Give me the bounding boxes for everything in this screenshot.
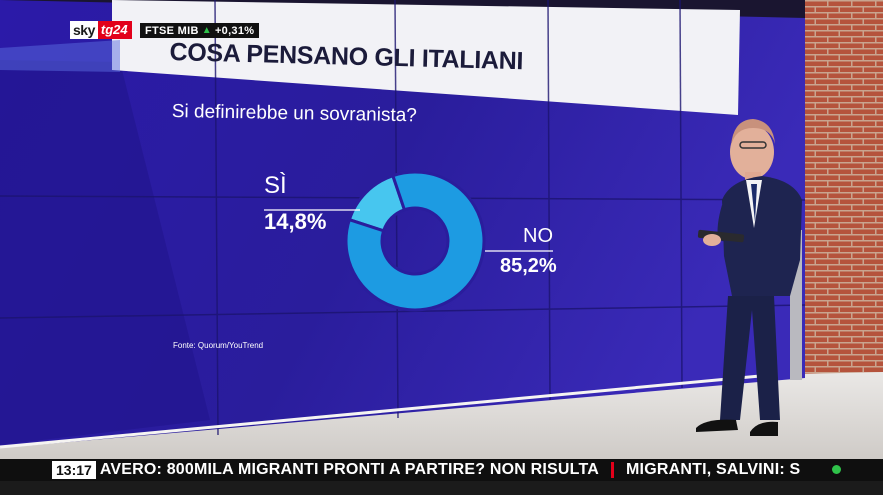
no-value-label: 85,2%: [500, 255, 557, 277]
arrow-up-icon: ▲: [201, 25, 212, 36]
market-change: +0,31%: [214, 24, 255, 37]
no-category-label: NO: [523, 225, 553, 247]
ticker-headline-2: MIGRANTI, SALVINI: S: [626, 461, 801, 478]
market-index-name: FTSE MIB: [145, 24, 199, 37]
ticker-clock: 13:17: [52, 461, 96, 479]
source-note: Fonte: Quorum/YouTrend: [173, 341, 264, 350]
studio-floor: [0, 372, 883, 459]
ticker-separator: [611, 461, 615, 478]
brick-wall: [805, 0, 883, 385]
logo-sky: sky: [70, 21, 98, 39]
bottom-band: [0, 481, 883, 495]
live-dot-icon: [832, 465, 841, 474]
ticker-headline-1: AVERO: 800MILA MIGRANTI PRONTI A PARTIRE…: [99, 461, 600, 478]
presenter: [696, 119, 802, 436]
news-ticker: 13:17 AVERO: 800MILA MIGRANTI PRONTI A P…: [0, 459, 883, 481]
poll-question: Si definirebbe un sovranista?: [171, 101, 418, 127]
header-panel: [112, 0, 740, 115]
donut-slice-no: [344, 170, 486, 312]
ftse-ticker: FTSE MIB ▲ +0,31%: [140, 23, 260, 38]
video-wall: [0, 0, 805, 448]
si-value-label: 14,8%: [264, 209, 327, 234]
si-category-label: SÌ: [264, 172, 287, 199]
ticker-headlines: AVERO: 800MILA MIGRANTI PRONTI A PARTIRE…: [100, 461, 801, 479]
sky-tg24-logo: sky tg24: [70, 21, 132, 39]
donut-chart: [344, 170, 486, 312]
logo-tg24: tg24: [97, 21, 132, 39]
